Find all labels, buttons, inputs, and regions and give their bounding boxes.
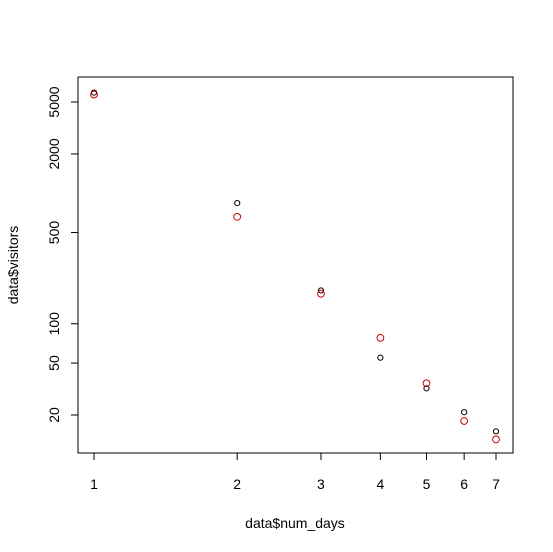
- data-point: [377, 354, 384, 361]
- data-point: [422, 379, 431, 388]
- x-tick-label: 4: [376, 476, 384, 492]
- data-point: [376, 333, 385, 342]
- y-tick-label: 20: [46, 407, 62, 423]
- data-points: [90, 89, 500, 444]
- y-axis-title: data$visitors: [5, 226, 21, 305]
- data-point: [492, 435, 500, 444]
- data-point: [423, 385, 430, 392]
- x-tick-label: 7: [492, 476, 500, 492]
- data-point: [461, 409, 468, 416]
- y-tick-label: 100: [46, 312, 62, 336]
- x-axis: 1 2 3 4 5 6 7: [90, 452, 500, 492]
- data-point: [233, 212, 242, 221]
- x-tick-label: 5: [423, 476, 431, 492]
- data-point: [492, 428, 500, 435]
- x-tick-label: 2: [233, 476, 241, 492]
- x-tick-label: 1: [90, 476, 98, 492]
- data-point: [234, 200, 241, 207]
- data-point: [317, 287, 325, 294]
- y-tick-label: 2000: [46, 138, 62, 169]
- y-axis: 20 50 100 500 2000 5000: [46, 86, 79, 423]
- y-tick-label: 50: [46, 355, 62, 371]
- y-tick-label: 5000: [46, 86, 62, 117]
- y-tick-label: 500: [46, 221, 62, 245]
- x-axis-title: data$num_days: [245, 515, 345, 531]
- data-point: [317, 289, 325, 298]
- plot-box: [77, 76, 514, 454]
- x-tick-label: 3: [317, 476, 325, 492]
- data-point: [460, 417, 469, 425]
- data-point: [90, 90, 98, 99]
- x-tick-label: 6: [460, 476, 468, 492]
